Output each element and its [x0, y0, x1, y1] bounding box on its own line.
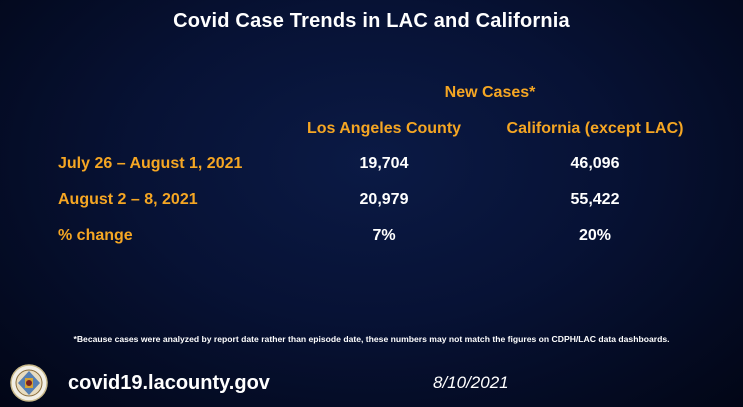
date-label: 8/10/2021	[433, 373, 509, 392]
cell-lac: 7%	[372, 227, 396, 244]
website-link[interactable]: covid19.lacounty.gov	[68, 372, 270, 394]
group-header: New Cases*	[444, 84, 536, 101]
cell-lac: 19,704	[359, 155, 409, 172]
column-header-lac: Los Angeles County	[306, 120, 462, 137]
row-label: % change	[58, 227, 133, 244]
footnote: *Because cases were analyzed by report d…	[73, 334, 670, 344]
cases-table: New Cases* Los Angeles County California…	[58, 84, 684, 244]
cell-lac: 20,979	[359, 191, 409, 208]
page-title: Covid Case Trends in LAC and California	[173, 10, 570, 32]
county-seal-icon	[10, 364, 48, 402]
cell-ca: 20%	[578, 227, 612, 244]
row-label: July 26 – August 1, 2021	[58, 155, 243, 172]
cell-ca: 46,096	[570, 155, 620, 172]
cell-ca: 55,422	[570, 191, 620, 208]
row-label: August 2 – 8, 2021	[58, 191, 198, 208]
column-header-ca: California (except LAC)	[506, 120, 684, 137]
footer: covid19.lacounty.gov 8/10/2021	[0, 360, 743, 407]
